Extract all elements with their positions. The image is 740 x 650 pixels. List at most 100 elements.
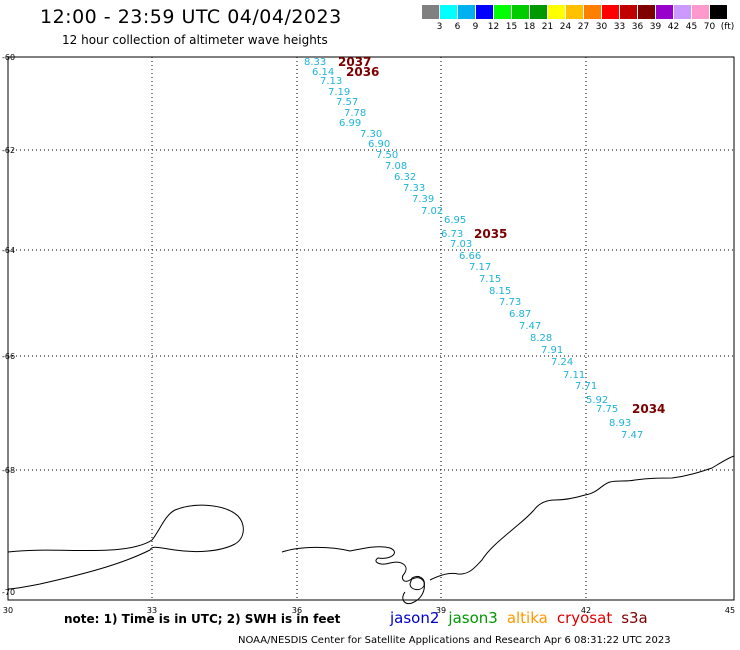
wave-height-value: 6.87 bbox=[509, 309, 531, 320]
units-note: note: 1) Time is in UTC; 2) SWH is in fe… bbox=[64, 612, 341, 626]
wave-height-value: 8.93 bbox=[609, 418, 631, 429]
pass-number-label: 2037 bbox=[338, 55, 371, 69]
wave-height-value: 8.15 bbox=[489, 286, 511, 297]
wave-height-value: 7.57 bbox=[336, 97, 358, 108]
legend-label: 21 bbox=[541, 22, 554, 32]
longitude-tick-label: 42 bbox=[581, 606, 591, 615]
wave-height-value: 7.47 bbox=[519, 321, 541, 332]
wave-height-value: 7.02 bbox=[421, 206, 443, 217]
wave-height-value: 7.75 bbox=[596, 404, 618, 415]
latitude-tick-label: -62 bbox=[2, 146, 15, 155]
wave-height-value: 7.19 bbox=[328, 87, 350, 98]
legend-label: 18 bbox=[523, 22, 536, 32]
wave-height-value: 7.15 bbox=[479, 274, 501, 285]
wave-height-value: 7.78 bbox=[344, 108, 366, 119]
latitude-tick-label: -68 bbox=[2, 466, 15, 475]
wave-height-value: 7.30 bbox=[360, 129, 382, 140]
wave-height-value: 8.33 bbox=[304, 57, 326, 68]
latitude-tick-label: -64 bbox=[2, 246, 15, 255]
pass-number-label: 2036 bbox=[346, 65, 379, 79]
longitude-tick-label: 45 bbox=[725, 606, 735, 615]
longitude-tick-label: 36 bbox=[292, 606, 302, 615]
legend-label: 9 bbox=[472, 22, 479, 32]
wave-height-values: 8.336.147.137.197.577.786.997.306.907.50… bbox=[304, 57, 643, 441]
wave-height-value: 7.47 bbox=[621, 430, 643, 441]
pass-number-label: 2035 bbox=[474, 227, 507, 241]
legend-swatch bbox=[512, 5, 529, 19]
legend-label: 33 bbox=[613, 22, 626, 32]
lat-lon-grid bbox=[8, 57, 734, 600]
map-frame bbox=[7, 56, 735, 601]
legend-label: 70 bbox=[703, 22, 716, 32]
wave-height-value: 7.03 bbox=[450, 239, 472, 250]
wave-height-value: 7.50 bbox=[376, 150, 398, 161]
wave-height-value: 7.11 bbox=[563, 370, 585, 381]
wave-height-value: 7.17 bbox=[469, 262, 491, 273]
wave-height-value: 7.33 bbox=[403, 183, 425, 194]
legend-swatch bbox=[674, 5, 691, 19]
latitude-tick-label: -70 bbox=[2, 588, 15, 597]
legend-label: 30 bbox=[595, 22, 608, 32]
wave-height-value: 7.71 bbox=[575, 381, 597, 392]
coastline-islet bbox=[409, 575, 425, 591]
wave-height-color-legend: 3 6 9 12 15 18 21 24 27 30 33 36 39 42 45 70 (ft) bbox=[422, 5, 734, 35]
wave-height-value: 7.13 bbox=[320, 76, 342, 87]
legend-label: 36 bbox=[631, 22, 644, 32]
wave-height-value: 5.92 bbox=[586, 395, 608, 406]
antarctic-coastline bbox=[7, 455, 735, 605]
legend-swatch bbox=[602, 5, 619, 19]
footer-credit: NOAA/NESDIS Center for Satellite Applica… bbox=[238, 635, 671, 646]
legend-label: 42 bbox=[667, 22, 680, 32]
legend-swatch bbox=[692, 5, 709, 19]
wave-height-value: 6.90 bbox=[368, 139, 390, 150]
map-title: 12:00 - 23:59 UTC 04/04/2023 bbox=[40, 6, 342, 28]
axis-labels: 30 33 36 39 42 45 -60 -62 -64 -66 -68 -70 bbox=[2, 53, 735, 615]
wave-height-value: 6.95 bbox=[444, 215, 466, 226]
wave-height-value: 8.28 bbox=[530, 333, 552, 344]
satellite-legend: jason2 jason3 altika cryosat s3a bbox=[390, 609, 657, 627]
legend-swatch bbox=[548, 5, 565, 19]
satellite-legend-s3a: s3a bbox=[621, 609, 648, 627]
legend-swatch bbox=[566, 5, 583, 19]
wave-height-value: 6.66 bbox=[459, 251, 481, 262]
satellite-legend-jason3: jason3 bbox=[448, 609, 498, 627]
longitude-tick-label: 30 bbox=[3, 606, 13, 615]
longitude-tick-label: 33 bbox=[147, 606, 157, 615]
wave-height-value: 7.39 bbox=[412, 194, 434, 205]
satellite-legend-jason2: jason2 bbox=[390, 609, 440, 627]
legend-label: 3 bbox=[436, 22, 443, 32]
satellite-legend-cryosat: cryosat bbox=[556, 609, 613, 627]
legend-label: 24 bbox=[559, 22, 572, 32]
wave-height-value: 6.14 bbox=[312, 67, 334, 78]
legend-swatch bbox=[620, 5, 637, 19]
legend-swatch bbox=[440, 5, 457, 19]
satellite-legend-altika: altika bbox=[506, 609, 548, 627]
legend-swatch bbox=[710, 5, 727, 19]
legend-swatch bbox=[638, 5, 655, 19]
legend-label: 45 bbox=[685, 22, 698, 32]
legend-label: (ft) bbox=[720, 22, 735, 32]
wave-height-value: 7.24 bbox=[551, 357, 573, 368]
legend-label: 27 bbox=[577, 22, 590, 32]
wave-height-value: 7.73 bbox=[499, 297, 521, 308]
legend-swatch bbox=[422, 5, 439, 19]
legend-swatch bbox=[476, 5, 493, 19]
wave-height-value: 7.91 bbox=[541, 345, 563, 356]
legend-swatch bbox=[584, 5, 601, 19]
legend-swatch bbox=[530, 5, 547, 19]
legend-label: 12 bbox=[487, 22, 500, 32]
map-subtitle: 12 hour collection of altimeter wave hei… bbox=[62, 33, 328, 47]
wave-height-value: 6.99 bbox=[339, 118, 361, 129]
legend-label: 39 bbox=[649, 22, 662, 32]
latitude-tick-label: -60 bbox=[2, 53, 15, 62]
wave-height-value: 6.73 bbox=[441, 229, 463, 240]
legend-swatch bbox=[656, 5, 673, 19]
legend-label: 6 bbox=[454, 22, 461, 32]
wave-height-value: 7.08 bbox=[385, 161, 407, 172]
wave-height-value: 6.32 bbox=[394, 172, 416, 183]
legend-swatch bbox=[494, 5, 511, 19]
pass-number-label: 2034 bbox=[632, 402, 665, 416]
longitude-tick-label: 39 bbox=[436, 606, 446, 615]
